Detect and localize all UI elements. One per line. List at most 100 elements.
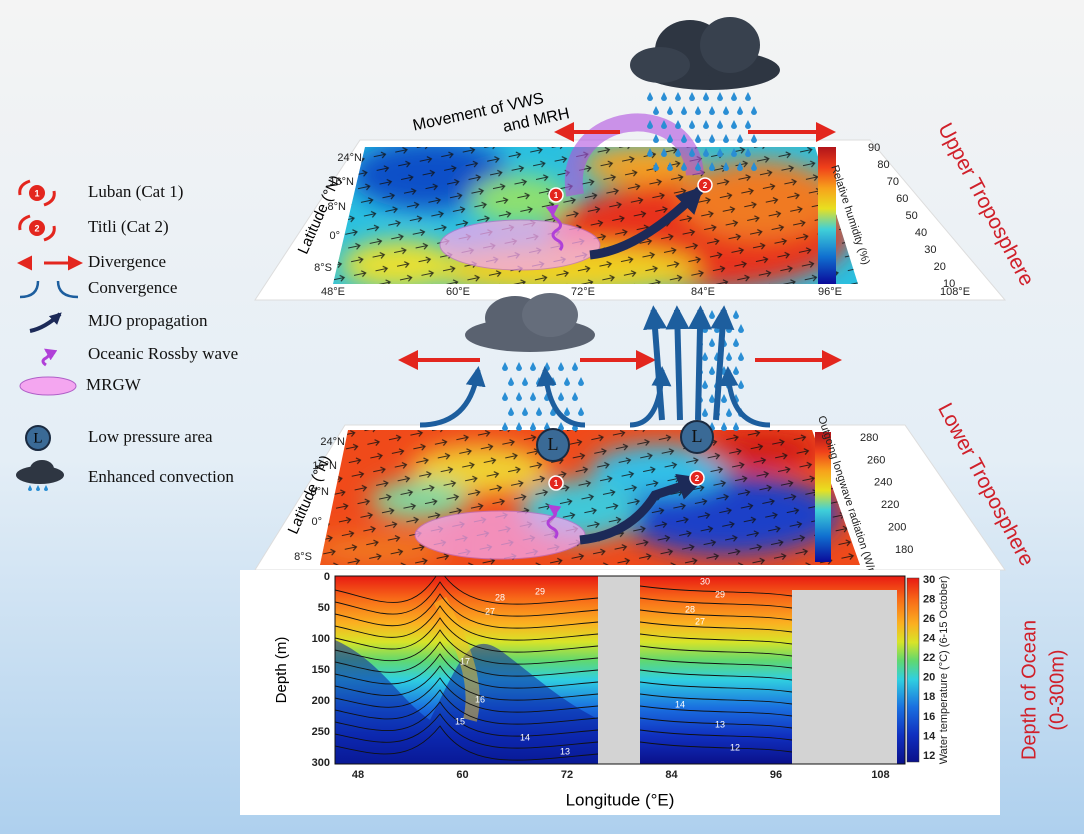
colorbar-tick-label: 260 bbox=[867, 454, 885, 466]
colorbar-tick-label: 60 bbox=[896, 193, 908, 205]
lon-tick-label: 60°E bbox=[446, 286, 470, 298]
lon-tick-label: 48 bbox=[352, 769, 364, 781]
contour-line bbox=[335, 605, 793, 641]
vws-movement-arrow bbox=[564, 113, 704, 197]
y-axis-label: Depth (m) bbox=[273, 637, 290, 704]
rain-drop bbox=[738, 324, 744, 333]
rain-drop bbox=[738, 380, 744, 389]
rain-drop bbox=[689, 148, 695, 157]
rain-drop bbox=[709, 106, 715, 115]
legend: 1 Luban (Cat 1) 2 Titli (Cat 2) Divergence Co… bbox=[16, 179, 238, 491]
cyclone-number: 2 bbox=[34, 223, 39, 233]
depth-tick-label: 250 bbox=[312, 726, 330, 738]
colorbar-tick-label: 22 bbox=[923, 652, 935, 664]
upper-colorbar bbox=[818, 147, 836, 284]
rain-drop bbox=[717, 148, 723, 157]
convergence-curve bbox=[419, 366, 486, 428]
rain-drop bbox=[751, 106, 757, 115]
rain-drop bbox=[751, 162, 757, 171]
rain-drop bbox=[647, 92, 653, 101]
depth-tick-label: 200 bbox=[312, 695, 330, 707]
mjo-arrow bbox=[579, 474, 706, 545]
legend-label: Divergence bbox=[88, 252, 166, 271]
contour-line bbox=[335, 581, 793, 617]
colorbar-tick-label: 30 bbox=[923, 574, 935, 586]
rain-drop bbox=[522, 377, 528, 386]
low-label: L bbox=[692, 426, 703, 446]
rain-drop bbox=[726, 408, 732, 417]
lon-tick-label: 72°E bbox=[571, 286, 595, 298]
rain-drop bbox=[572, 392, 578, 401]
rain-drop bbox=[695, 162, 701, 171]
colorbar-tick-label: 20 bbox=[934, 261, 946, 273]
rain-drop bbox=[667, 106, 673, 115]
rain-drop bbox=[702, 408, 708, 417]
legend-label: Titli (Cat 2) bbox=[88, 217, 169, 236]
contour-label: 14 bbox=[675, 699, 685, 709]
rossby-wave bbox=[545, 204, 564, 251]
legend-label: Oceanic Rossby wave bbox=[88, 344, 238, 363]
lower-colorbar bbox=[815, 432, 831, 562]
ocean-frame bbox=[334, 575, 906, 765]
mrgw bbox=[439, 219, 601, 271]
rain-drop bbox=[502, 422, 508, 431]
rain-drop bbox=[653, 162, 659, 171]
up-arrow bbox=[710, 305, 735, 421]
legend-label: Enhanced convection bbox=[88, 467, 234, 486]
lat-tick-label: 8°S bbox=[314, 262, 332, 274]
lower-map bbox=[320, 430, 860, 565]
lon-tick-label: 96 bbox=[770, 769, 782, 781]
colorbar-tick-label: 180 bbox=[895, 544, 913, 556]
cyclone-icon bbox=[548, 187, 564, 203]
lon-tick-label: 48°E bbox=[321, 286, 345, 298]
colorbar-tick-label: 80 bbox=[877, 159, 889, 171]
rain-drop bbox=[731, 148, 737, 157]
contour-line bbox=[335, 576, 793, 605]
rain-drop bbox=[530, 422, 536, 431]
legend-label: Convergence bbox=[88, 278, 177, 297]
rain-drop bbox=[572, 362, 578, 371]
rain-drop bbox=[578, 407, 584, 416]
rain-drop bbox=[558, 392, 564, 401]
colorbar-tick-label: 12 bbox=[923, 750, 935, 762]
convergence-curve bbox=[718, 366, 771, 428]
up-arrow bbox=[687, 305, 712, 421]
rain-drop bbox=[723, 162, 729, 171]
lon-tick-label: 72 bbox=[561, 769, 573, 781]
contour-label: 14 bbox=[520, 732, 530, 742]
mrgw-icon bbox=[19, 376, 77, 396]
contour-line bbox=[335, 641, 793, 677]
upper-map bbox=[333, 147, 858, 284]
colorbar-tick-label: 20 bbox=[923, 672, 935, 684]
rain-drop bbox=[502, 362, 508, 371]
rain-drop bbox=[731, 120, 737, 129]
rain-drop bbox=[516, 422, 522, 431]
legend-label: Low pressure area bbox=[88, 427, 213, 446]
lon-tick-label: 84 bbox=[665, 769, 678, 781]
rain-drop bbox=[558, 422, 564, 431]
colorbar-tick-label: 18 bbox=[923, 691, 935, 703]
contour-line bbox=[335, 665, 793, 701]
rain-drop bbox=[733, 338, 739, 347]
colorbar-tick-label: 220 bbox=[881, 499, 899, 511]
ticks: 24°N16°N8°N0°8°S48°E 60°E 72°E 84°E 96°E 108°… bbox=[294, 142, 970, 781]
convergence-curve bbox=[629, 366, 672, 428]
colorbar-tick-label: 70 bbox=[887, 176, 899, 188]
contour-line bbox=[335, 701, 793, 737]
rain-drop bbox=[516, 392, 522, 401]
rain-drop bbox=[681, 162, 687, 171]
rain-drop bbox=[558, 362, 564, 371]
cyclone-icon bbox=[689, 470, 705, 486]
lat-tick-label: 8°N bbox=[328, 201, 347, 213]
depth-tick-label: 300 bbox=[312, 757, 330, 769]
rain-drop bbox=[745, 148, 751, 157]
colorbar-tick-label: 10 bbox=[943, 278, 955, 290]
rain-drop bbox=[681, 134, 687, 143]
colorbar-tick-label: 40 bbox=[915, 227, 927, 239]
contour-label: 15 bbox=[455, 716, 465, 726]
cloud bbox=[630, 17, 780, 90]
lat-tick-label: 8°N bbox=[311, 486, 330, 498]
colorbar-tick-label: 24 bbox=[923, 633, 936, 645]
rain-drop bbox=[702, 380, 708, 389]
